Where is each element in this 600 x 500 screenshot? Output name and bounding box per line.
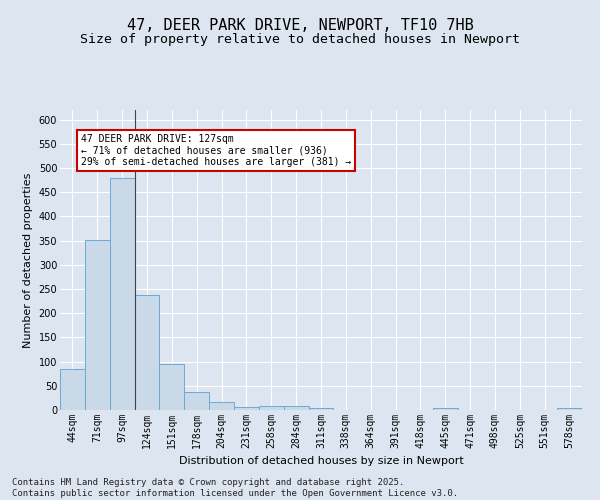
Bar <box>284 406 308 410</box>
Text: Contains HM Land Registry data © Crown copyright and database right 2025.
Contai: Contains HM Land Registry data © Crown c… <box>12 478 458 498</box>
Text: 47, DEER PARK DRIVE, NEWPORT, TF10 7HB: 47, DEER PARK DRIVE, NEWPORT, TF10 7HB <box>127 18 473 32</box>
Text: Size of property relative to detached houses in Newport: Size of property relative to detached ho… <box>80 32 520 46</box>
Bar <box>259 406 284 410</box>
Bar <box>60 369 85 410</box>
Bar <box>110 178 134 410</box>
Y-axis label: Number of detached properties: Number of detached properties <box>23 172 33 348</box>
Bar <box>308 408 334 410</box>
Bar <box>557 408 582 410</box>
Bar <box>209 402 234 410</box>
Text: 47 DEER PARK DRIVE: 127sqm
← 71% of detached houses are smaller (936)
29% of sem: 47 DEER PARK DRIVE: 127sqm ← 71% of deta… <box>81 134 352 168</box>
Bar <box>234 406 259 410</box>
Bar <box>134 296 160 410</box>
X-axis label: Distribution of detached houses by size in Newport: Distribution of detached houses by size … <box>179 456 463 466</box>
Bar <box>433 408 458 410</box>
Bar <box>184 392 209 410</box>
Bar <box>85 240 110 410</box>
Bar <box>160 364 184 410</box>
